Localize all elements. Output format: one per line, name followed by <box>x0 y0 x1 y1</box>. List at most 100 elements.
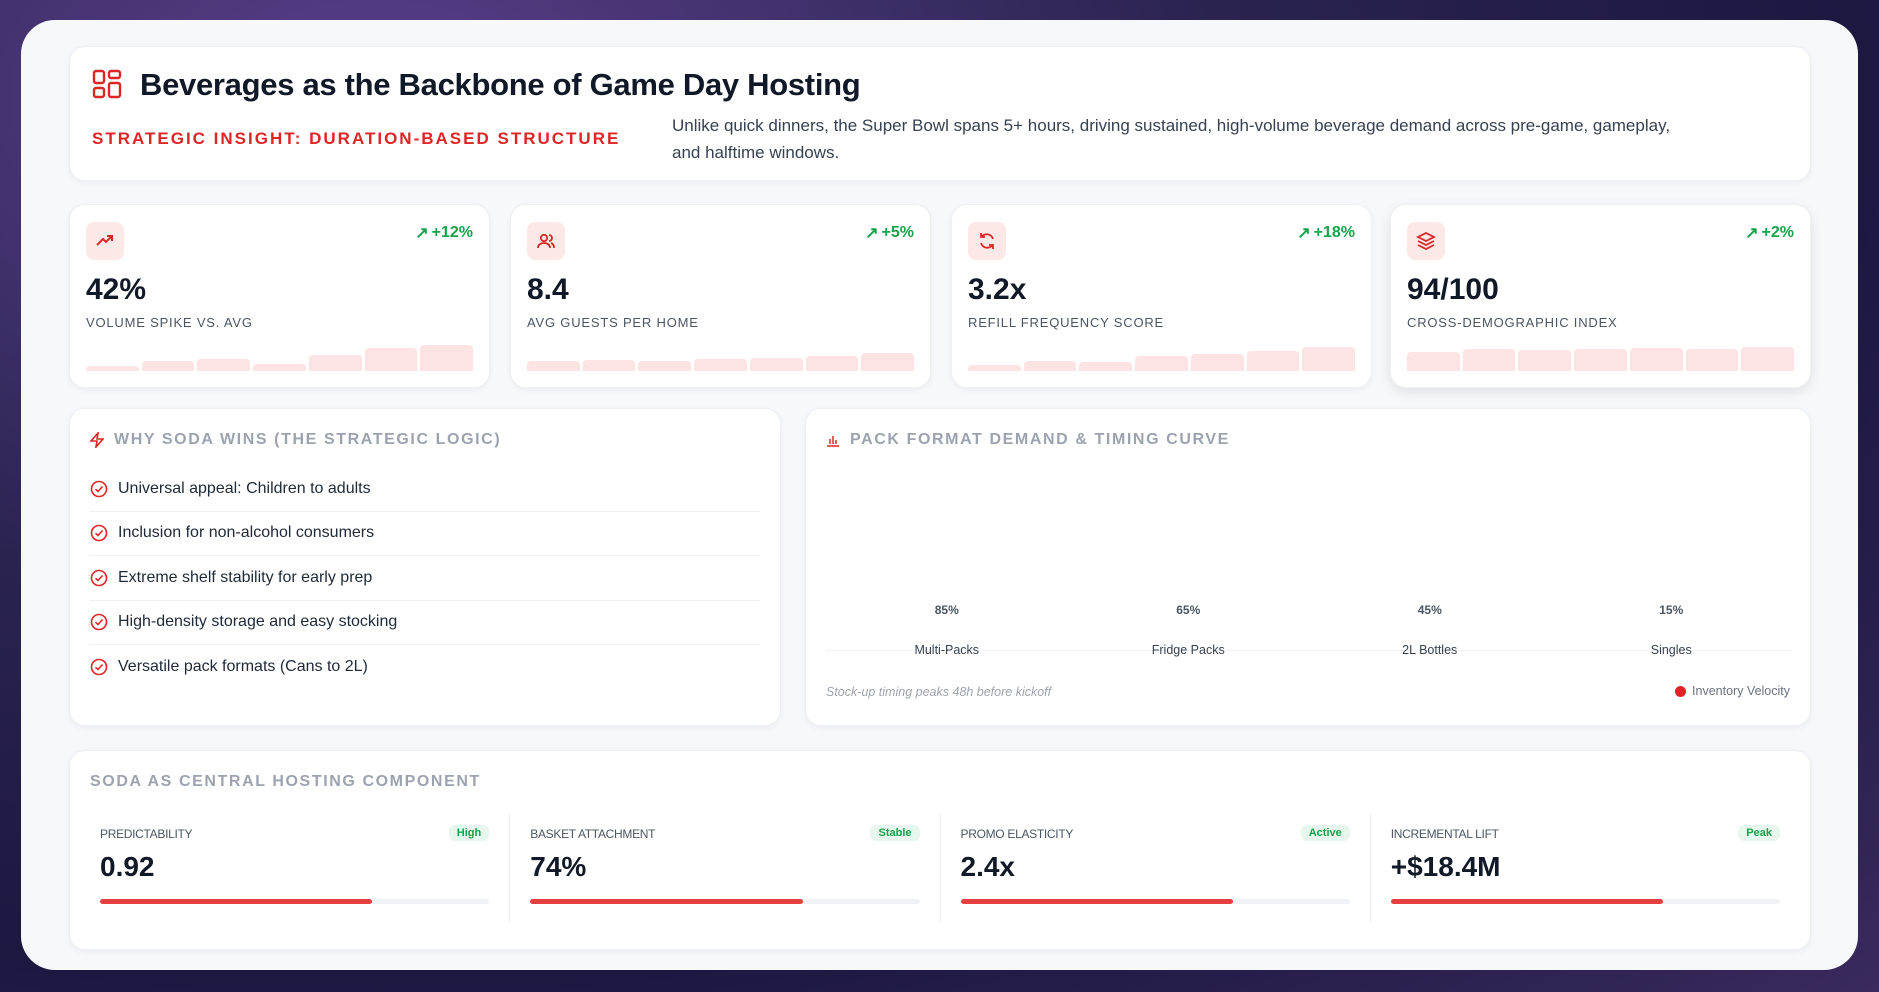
sparkline-bar <box>1246 351 1300 371</box>
sparkline-bar <box>582 360 636 371</box>
check-circle-icon <box>90 480 108 498</box>
sparkline-bar <box>694 359 747 371</box>
sparkline-bar <box>1407 352 1460 371</box>
pack-demand-chart: 85% Multi-Packs 65% Fridge Packs 45% 2L Bottl… <box>826 471 1792 657</box>
list-item: Inclusion for non-alcohol consumers <box>90 512 760 556</box>
progress-fill <box>100 899 373 904</box>
chart-note: Stock-up timing peaks 48h before kickoff <box>826 685 1052 699</box>
list-item: Extreme shelf stability for early prep <box>90 556 760 601</box>
metric-value: 0.92 <box>100 851 155 882</box>
kpi-value: 8.4 <box>527 273 569 306</box>
layers-icon <box>1407 222 1445 260</box>
metric-incremental-lift[interactable]: INCREMENTAL LIFT Peak +$18.4M <box>1371 813 1800 923</box>
data-label: 15% <box>1659 603 1684 617</box>
sparkline-bar <box>1741 347 1795 371</box>
metric-basket-attachment[interactable]: BASKET ATTACHMENT Stable 74% <box>510 813 941 923</box>
sparkline-bar <box>197 359 251 371</box>
trend-arrow-icon: ↗ <box>865 225 879 242</box>
legend-dot <box>1675 685 1687 697</box>
trend-arrow-icon: ↗ <box>415 225 429 242</box>
category-label: Fridge Packs <box>1151 643 1225 657</box>
kpi-sparkline <box>1407 337 1795 371</box>
kpi-card-avg-guests[interactable]: ↗ +5% 8.4 AVG GUESTS PER HOME <box>510 204 931 388</box>
chart-bar-3[interactable]: 45% 2L Bottles <box>1333 471 1526 657</box>
kpi-value: 94/100 <box>1407 273 1499 306</box>
kpi-label: REFILL FREQUENCY SCORE <box>968 315 1165 330</box>
bar-chart-icon <box>827 436 839 447</box>
refresh-icon <box>968 222 1006 260</box>
sparkline-bar <box>1190 354 1244 371</box>
data-label: 85% <box>934 603 959 617</box>
sparkline-bar <box>1302 347 1356 371</box>
why-list: Universal appeal: Children to adults Inc… <box>90 467 760 690</box>
status-badge: Active <box>1300 825 1350 841</box>
kpi-label: CROSS-DEMOGRAPHIC INDEX <box>1407 315 1618 330</box>
metric-promo-elasticity[interactable]: PROMO ELASTICITY Active 2.4x <box>941 813 1371 923</box>
sparkline-bar <box>1685 349 1739 371</box>
sparkline-bar <box>1629 348 1683 371</box>
chart-legend: Inventory Velocity <box>1675 684 1790 698</box>
progress-track <box>530 899 920 904</box>
sparkline-bar <box>968 365 1021 371</box>
check-circle-icon <box>90 524 108 542</box>
progress-fill <box>960 899 1233 904</box>
kpi-delta: ↗ +12% <box>415 224 473 242</box>
header-description: Unlike quick dinners, the Super Bowl spa… <box>672 116 1671 162</box>
kpi-label: AVG GUESTS PER HOME <box>527 315 699 330</box>
kpi-sparkline <box>968 337 1356 371</box>
strategic-insight-label: STRATEGIC INSIGHT: DURATION-BASED STRUCT… <box>92 129 621 148</box>
kpi-sparkline <box>527 337 915 371</box>
dashboard-frame: Beverages as the Backbone of Game Day Ho… <box>21 20 1858 970</box>
section-title: PACK FORMAT DEMAND & TIMING CURVE <box>826 431 1230 449</box>
sparkline-bar <box>749 358 803 371</box>
sparkline-bar <box>1079 362 1133 371</box>
metrics-row: PREDICTABILITY High 0.92 BASKET ATTACHME… <box>80 813 1800 923</box>
sparkline-bar <box>364 348 418 371</box>
progress-fill <box>530 899 803 904</box>
status-badge: Stable <box>870 825 920 841</box>
pack-format-card: PACK FORMAT DEMAND & TIMING CURVE 85% Mul… <box>805 408 1811 726</box>
section-title: SODA AS CENTRAL HOSTING COMPONENT <box>90 773 481 790</box>
sparkline-bar <box>1462 349 1516 371</box>
sparkline-bar <box>527 361 580 371</box>
status-badge: Peak <box>1738 825 1780 841</box>
metric-value: +$18.4M <box>1390 851 1501 882</box>
sparkline-bar <box>1574 349 1627 371</box>
sparkline-bar <box>308 355 362 371</box>
chart-bar-1[interactable]: 85% Multi-Packs <box>850 471 1043 657</box>
sparkline-bar <box>638 361 692 371</box>
kpi-value: 42% <box>86 273 147 306</box>
header-card: Beverages as the Backbone of Game Day Ho… <box>69 46 1811 181</box>
data-label: 65% <box>1176 603 1201 617</box>
chart-bar-4[interactable]: 15% Singles <box>1575 471 1768 657</box>
category-label: Singles <box>1650 643 1692 657</box>
kpi-sparkline <box>86 337 474 371</box>
metric-value: 2.4x <box>960 851 1016 882</box>
trend-arrow-icon: ↗ <box>1745 225 1759 242</box>
chart-bar-2[interactable]: 65% Fridge Packs <box>1092 471 1285 657</box>
kpi-card-cross-demographic[interactable]: ↗ +2% 94/100 CROSS-DEMOGRAPHIC INDEX <box>1390 204 1811 388</box>
sparkline-bar <box>805 356 859 371</box>
users-icon <box>527 222 565 260</box>
section-title: WHY SODA WINS (THE STRATEGIC LOGIC) <box>90 431 501 449</box>
metric-label: BASKET ATTACHMENT <box>530 827 656 841</box>
sparkline-bar <box>420 345 474 371</box>
list-item: Versatile pack formats (Cans to 2L) <box>90 645 760 690</box>
kpi-label: VOLUME SPIKE VS. AVG <box>86 315 253 330</box>
list-item: Universal appeal: Children to adults <box>90 467 760 512</box>
central-hosting-card: SODA AS CENTRAL HOSTING COMPONENT PREDIC… <box>69 750 1811 950</box>
sparkline-bar <box>1135 356 1188 371</box>
kpi-delta: ↗ +2% <box>1745 224 1794 242</box>
why-soda-wins-card: WHY SODA WINS (THE STRATEGIC LOGIC) Univ… <box>69 408 781 726</box>
category-label: Multi-Packs <box>914 643 980 657</box>
check-circle-icon <box>90 613 108 631</box>
metric-predictability[interactable]: PREDICTABILITY High 0.92 <box>80 813 511 923</box>
sparkline-bar <box>253 364 306 371</box>
metric-label: PREDICTABILITY <box>100 827 193 841</box>
kpi-card-refill-frequency[interactable]: ↗ +18% 3.2x REFILL FREQUENCY SCORE <box>951 204 1372 388</box>
sparkline-bar <box>861 353 915 371</box>
metric-value: 74% <box>530 851 587 882</box>
kpi-card-volume-spike[interactable]: ↗ +12% 42% VOLUME SPIKE VS. AVG <box>69 204 490 388</box>
page-title: Beverages as the Backbone of Game Day Ho… <box>140 67 861 102</box>
check-circle-icon <box>90 658 108 676</box>
